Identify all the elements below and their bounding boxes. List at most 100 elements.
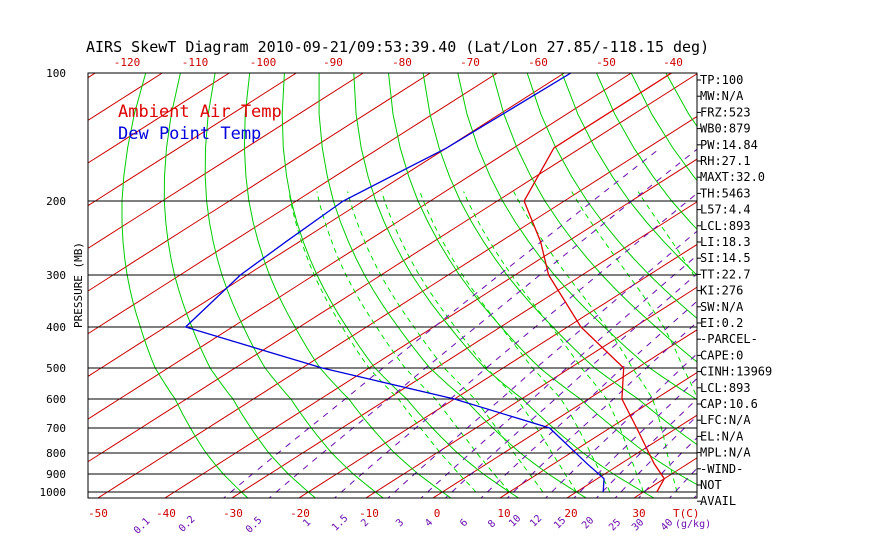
mixing-ratio-label: 8 — [486, 518, 498, 530]
mixing-ratio-label: 6 — [458, 517, 470, 529]
moist-adiabat-line — [513, 191, 678, 493]
stability-index: NOT — [700, 478, 722, 492]
isotherm-line — [633, 457, 697, 498]
stability-index: TH:5463 — [700, 186, 751, 200]
isotherm-line — [88, 73, 498, 335]
mixing-ratio-label: 20 — [580, 515, 596, 531]
isotherm-line — [432, 329, 697, 498]
mixing-ratio-label: 25 — [607, 517, 623, 533]
bottom-tick-label: -30 — [223, 507, 243, 520]
bottom-tick-label: 30 — [632, 507, 645, 520]
top-tick-label: -50 — [596, 56, 616, 69]
dry-adiabat-line — [281, 73, 520, 498]
dry-adiabat-line — [770, 73, 870, 500]
moist-adiabat-line — [571, 191, 697, 400]
top-tick-label: -120 — [114, 56, 141, 69]
moist-adiabat-line — [463, 191, 644, 493]
mixing-ratio-label: 0.1 — [132, 516, 153, 537]
pressure-tick-label: 1000 — [40, 486, 67, 499]
top-tick-label: -60 — [528, 56, 548, 69]
mixing-ratio-label: 0.2 — [177, 514, 198, 535]
isotherm-line — [231, 201, 697, 498]
legend-dew-point: Dew Point Temp — [118, 124, 261, 144]
stability-index: KI:276 — [700, 284, 743, 298]
ambient-temp-line — [523, 73, 672, 493]
stability-indices: TP:100 MW:N/A FRZ:523 WB0:879 PW:14.84 RH:27.… — [697, 73, 772, 508]
isotherm-line — [88, 73, 632, 420]
pressure-tick-label: 700 — [46, 422, 66, 435]
isotherm-line — [97, 115, 697, 498]
top-tick-label: -40 — [663, 56, 683, 69]
stability-index: PW:14.84 — [700, 138, 758, 152]
stability-index: FRZ:523 — [700, 105, 751, 119]
stability-index: CAP:10.6 — [700, 397, 758, 411]
mixing-ratio-label: 1 — [301, 517, 313, 529]
stability-index: LI:18.3 — [700, 235, 751, 249]
bottom-tick-label: 20 — [564, 507, 577, 520]
stability-index: LFC:N/A — [700, 413, 751, 427]
stability-index: LCL:893 — [700, 219, 751, 233]
stability-index: EI:0.2 — [700, 316, 743, 330]
chart-title: AIRS SkewT Diagram 2010-09-21/09:53:39.4… — [86, 38, 709, 56]
stability-index: CINH:13969 — [700, 365, 772, 379]
pressure-tick-label: 200 — [46, 195, 66, 208]
stability-index: -WIND- — [700, 462, 743, 476]
isotherm-line — [566, 414, 697, 498]
stability-index: AVAIL — [700, 494, 736, 508]
pressure-tick-label: 900 — [46, 468, 66, 481]
stability-index: SI:14.5 — [700, 251, 751, 265]
top-tick-label: -70 — [460, 56, 480, 69]
moist-adiabat-line — [288, 191, 477, 493]
bottom-tick-label: -40 — [156, 507, 176, 520]
top-tick-label: -80 — [392, 56, 412, 69]
mixing-ratio-label: 12 — [528, 513, 544, 529]
dry-adiabat-line — [561, 73, 697, 276]
stability-index: CAPE:0 — [700, 348, 743, 362]
legend-ambient-temp: Ambient Air Temp — [118, 102, 282, 122]
series-lines — [184, 73, 672, 493]
isotherm-line — [88, 73, 565, 377]
isotherm-line — [88, 73, 431, 292]
bottom-tick-label: 0 — [434, 507, 441, 520]
bottom-tick-label: -50 — [88, 507, 108, 520]
isotherm-line — [164, 158, 697, 498]
stability-index: WB0:879 — [700, 122, 751, 136]
stability-index: TP:100 — [700, 73, 743, 87]
stability-index: TT:22.7 — [700, 267, 751, 281]
pressure-tick-label: 100 — [46, 67, 66, 80]
stability-index: SW:N/A — [700, 300, 744, 314]
top-tick-labels: -120 -110 -100 -90 -80 -70 -60 -50 -40 — [114, 56, 683, 69]
stability-index: LCL:893 — [700, 381, 751, 395]
isotherm-line — [365, 286, 697, 498]
dry-adiabat-line — [163, 73, 317, 498]
pressure-tick-label: 400 — [46, 321, 66, 334]
dry-adiabat-line — [388, 73, 697, 486]
pressure-tick-label: 500 — [46, 362, 66, 375]
mixing-ratio-label: 1.5 — [330, 513, 351, 534]
top-tick-label: -90 — [323, 56, 343, 69]
mixing-unit-label: (g/kg) — [675, 519, 711, 530]
bottom-tick-labels: -50 -40 -30 -20 -10 0 10 20 30 — [88, 507, 646, 520]
isotherm-line — [764, 73, 870, 500]
pressure-tick-label: 800 — [46, 447, 66, 460]
isotherm-line — [499, 371, 697, 498]
pressure-tick-label: 300 — [46, 269, 66, 282]
moist-adiabat-line — [316, 191, 510, 493]
dry-adiabat-line — [492, 73, 697, 363]
mixing-ratio-line — [745, 148, 870, 500]
moist-adiabat-line — [419, 191, 611, 493]
stability-index: -PARCEL- — [700, 332, 758, 346]
dry-adiabat-line — [243, 73, 452, 498]
pressure-tick-labels: 100 200 300 400 500 600 700 800 900 1000 — [40, 67, 67, 499]
dry-adiabat-line — [353, 73, 655, 498]
plot-frame — [87, 72, 698, 499]
dry-adiabat-line — [121, 73, 249, 498]
y-axis-label: PRESSURE (MB) — [72, 242, 85, 328]
stability-index: MW:N/A — [700, 89, 744, 103]
dew-point-line — [184, 73, 605, 493]
mixing-ratio-labels: 0.1 0.2 0.5 1 1.5 2 3 4 6 8 10 12 15 20 25 30 40 — [132, 513, 675, 537]
isotherm-line — [831, 73, 870, 500]
top-tick-label: -110 — [182, 56, 209, 69]
moist-adiabat-line — [347, 191, 544, 493]
